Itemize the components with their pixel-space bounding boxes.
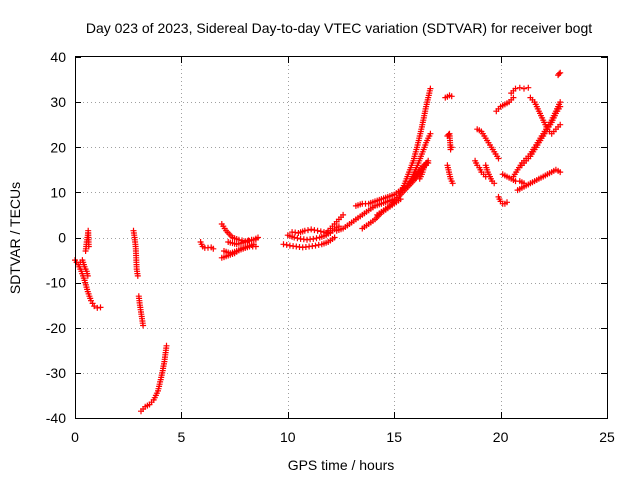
series-track-30	[508, 84, 532, 97]
series-track-07	[197, 239, 217, 252]
y-tick-label: -20	[46, 320, 66, 336]
y-tick-label: 40	[50, 49, 66, 65]
data-point	[312, 242, 319, 249]
series-track-26	[474, 126, 502, 162]
data-point	[448, 93, 455, 100]
series-track-20	[397, 85, 434, 196]
data-point	[84, 272, 91, 279]
series-track-22	[416, 160, 432, 182]
series-track-23	[442, 92, 455, 101]
series-track-11	[225, 234, 261, 248]
series-track-32	[495, 193, 510, 207]
series-track-04	[130, 227, 141, 279]
data-point	[504, 199, 510, 206]
series-track-10	[218, 241, 257, 261]
series-track-28	[482, 162, 498, 187]
data-point	[512, 85, 519, 92]
y-tick-label: -10	[46, 275, 66, 291]
data-point	[525, 84, 532, 91]
data-point	[521, 85, 527, 92]
data-point	[556, 70, 563, 77]
x-tick-label: 10	[280, 429, 296, 445]
data-point	[308, 226, 315, 233]
x-tick-label: 20	[493, 429, 509, 445]
series-track-35	[514, 166, 564, 194]
y-tick-label: 30	[50, 94, 66, 110]
y-tick-label: 20	[50, 139, 66, 155]
data-point	[448, 144, 455, 151]
x-tick-label: 0	[71, 429, 79, 445]
y-tick-label: -40	[46, 410, 66, 426]
data-point	[495, 155, 502, 162]
data-point	[557, 169, 564, 176]
x-tick-label: 15	[386, 429, 402, 445]
chart-title: Day 023 of 2023, Sidereal Day-to-day VTE…	[86, 20, 592, 36]
data-point	[340, 211, 347, 218]
data-point	[445, 131, 452, 138]
data-point	[305, 227, 311, 234]
data-point	[163, 342, 170, 349]
y-tick-label: 0	[58, 230, 66, 246]
data-point	[331, 234, 338, 241]
data-point	[294, 235, 301, 242]
series-track-25	[444, 162, 456, 187]
data-point	[510, 94, 517, 101]
y-axis-label: SDTVAR / TECUs	[7, 182, 23, 294]
plot-frame	[75, 56, 608, 419]
y-tick-label: -30	[46, 365, 66, 381]
y-tick-label: 10	[50, 184, 66, 200]
data-point	[134, 272, 141, 279]
data-point	[283, 241, 290, 248]
series-track-33	[499, 171, 527, 187]
data-point	[557, 103, 564, 110]
data-point	[97, 304, 104, 311]
data-points	[72, 69, 564, 415]
data-point	[427, 85, 434, 92]
data-point	[427, 130, 434, 137]
x-tick-label: 25	[599, 429, 615, 445]
data-point	[314, 227, 321, 234]
data-point	[255, 234, 261, 241]
data-point	[140, 322, 147, 329]
series-track-12	[280, 234, 338, 251]
series-track-37	[555, 69, 564, 79]
series-track-05	[135, 293, 147, 329]
series-track-03	[82, 227, 92, 254]
data-point	[557, 69, 564, 76]
data-point	[291, 234, 298, 241]
series-track-36	[518, 103, 564, 169]
axis-ticks: 0 5 10 15 20 25 -40 -30 -20 -10 0 10 20 30 40	[46, 49, 615, 445]
series-track-16	[333, 196, 398, 234]
x-tick-label: 5	[178, 429, 186, 445]
series-track-29	[493, 94, 517, 115]
data-point	[91, 303, 98, 310]
data-point	[557, 121, 564, 128]
data-point	[85, 243, 92, 250]
data-point	[210, 245, 217, 252]
data-point	[425, 160, 432, 166]
series-track-02	[77, 257, 91, 279]
grid-lines	[75, 57, 607, 418]
data-point	[516, 84, 523, 91]
series-track-24	[444, 130, 455, 153]
series-track-15	[323, 211, 347, 236]
data-point	[310, 235, 317, 242]
data-point	[317, 228, 324, 235]
data-point	[313, 235, 320, 242]
series-track-06	[138, 342, 170, 415]
x-axis-label: GPS time / hours	[288, 457, 395, 473]
data-point	[449, 180, 456, 187]
series-track-21	[406, 130, 434, 187]
data-point	[491, 180, 498, 187]
